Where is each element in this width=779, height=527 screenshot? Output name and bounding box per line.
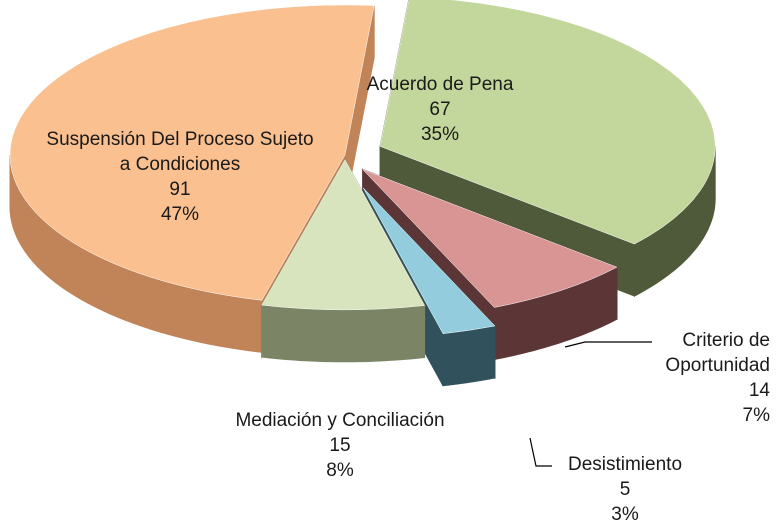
slice-wall <box>261 304 426 363</box>
value-label: 15 <box>329 435 351 456</box>
value-label: 14 <box>748 380 770 401</box>
percent-label: 47% <box>160 204 200 225</box>
percent-label: 7% <box>742 405 770 426</box>
slice-label: Criterio de Oportunidad 14 7% <box>610 328 770 428</box>
category-label: Criterio de Oportunidad <box>665 330 770 376</box>
category-label: Acuerdo de Pena <box>366 74 514 95</box>
pie-slice <box>363 187 496 334</box>
percent-label: 3% <box>611 504 639 525</box>
pie-slice <box>9 4 375 301</box>
slice-label: Mediación y Conciliación 15 8% <box>200 408 480 483</box>
value-label: 67 <box>429 99 451 120</box>
category-label: Desistimiento <box>567 454 683 475</box>
pie-slice <box>261 159 425 311</box>
pie-slice <box>379 0 716 245</box>
slice-label: Desistimiento 5 3% <box>540 452 710 527</box>
percent-label: 35% <box>420 124 460 145</box>
value-label: 5 <box>619 479 631 500</box>
slice-label: Suspensión Del Proceso Sujeto a Condicio… <box>40 127 320 227</box>
pie-slice <box>362 169 618 308</box>
category-label: Mediación y Conciliación <box>235 410 445 431</box>
slice-wall <box>442 325 496 387</box>
category-label: Suspensión Del Proceso Sujeto a Condicio… <box>46 129 314 175</box>
pie-tops <box>9 0 716 334</box>
percent-label: 8% <box>326 460 354 481</box>
slice-label: Acuerdo de Pena 67 35% <box>340 72 540 147</box>
leader-line <box>564 341 652 348</box>
leader-line <box>529 437 552 467</box>
value-label: 91 <box>169 179 191 200</box>
